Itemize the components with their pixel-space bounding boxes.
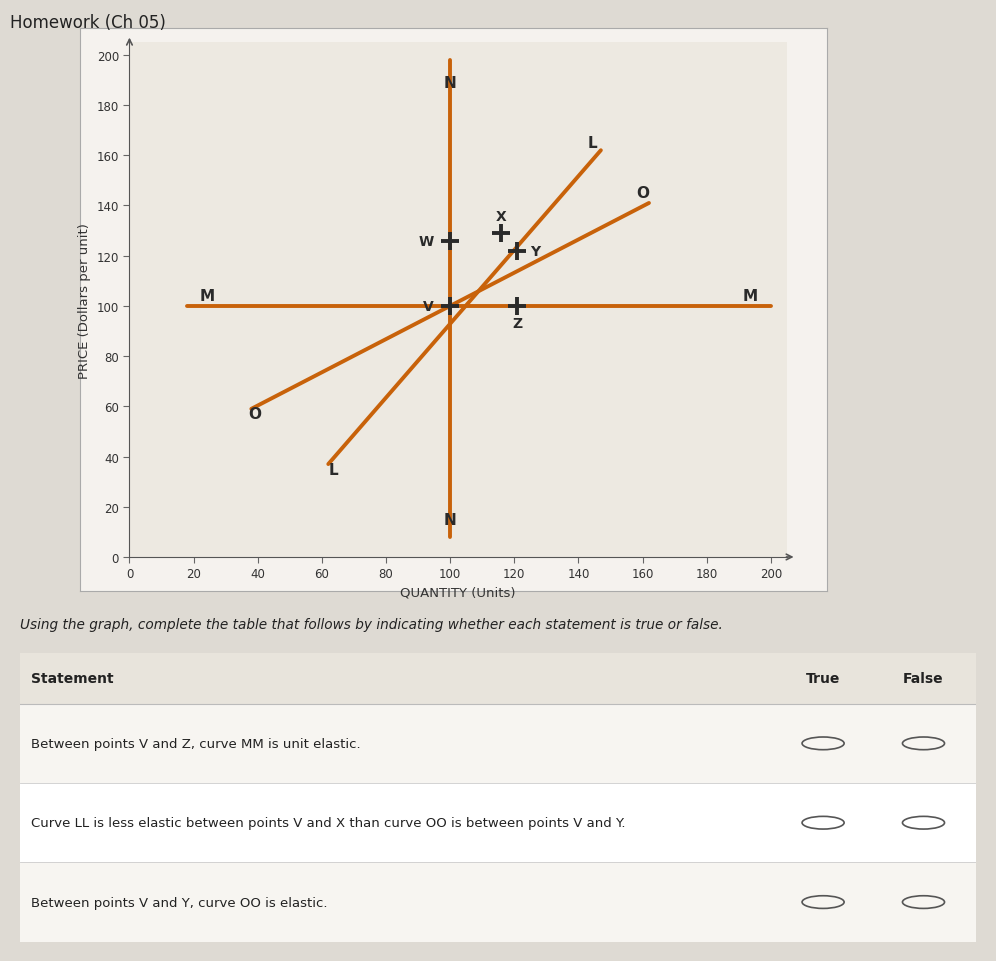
Text: Z: Z	[512, 316, 523, 331]
Text: V: V	[423, 300, 434, 313]
Text: N: N	[444, 76, 456, 91]
Text: True: True	[806, 672, 841, 686]
Text: L: L	[329, 462, 338, 477]
Text: Between points V and Z, curve MM is unit elastic.: Between points V and Z, curve MM is unit…	[32, 737, 361, 751]
Bar	[20, 783, 976, 863]
Bar	[20, 703, 976, 783]
Bar	[20, 863, 976, 942]
X-axis label: QUANTITY (Units): QUANTITY (Units)	[400, 586, 516, 600]
Text: O: O	[248, 407, 261, 422]
Y-axis label: PRICE (Dollars per unit): PRICE (Dollars per unit)	[78, 222, 91, 379]
Text: M: M	[743, 289, 758, 304]
Text: X: X	[496, 209, 507, 224]
Text: N: N	[444, 512, 456, 528]
Text: Y: Y	[530, 244, 541, 259]
Text: Curve LL is less elastic between points V and X than curve OO is between points : Curve LL is less elastic between points …	[32, 816, 625, 829]
Text: L: L	[588, 136, 598, 151]
Text: False: False	[903, 672, 944, 686]
Text: M: M	[200, 289, 215, 304]
Text: Statement: Statement	[32, 672, 114, 686]
Text: O: O	[636, 186, 649, 201]
Text: Using the graph, complete the table that follows by indicating whether each stat: Using the graph, complete the table that…	[20, 617, 723, 631]
Text: W: W	[419, 234, 434, 248]
Bar	[20, 653, 976, 703]
Text: Homework (Ch 05): Homework (Ch 05)	[10, 14, 166, 33]
Text: Between points V and Y, curve OO is elastic.: Between points V and Y, curve OO is elas…	[32, 896, 328, 909]
